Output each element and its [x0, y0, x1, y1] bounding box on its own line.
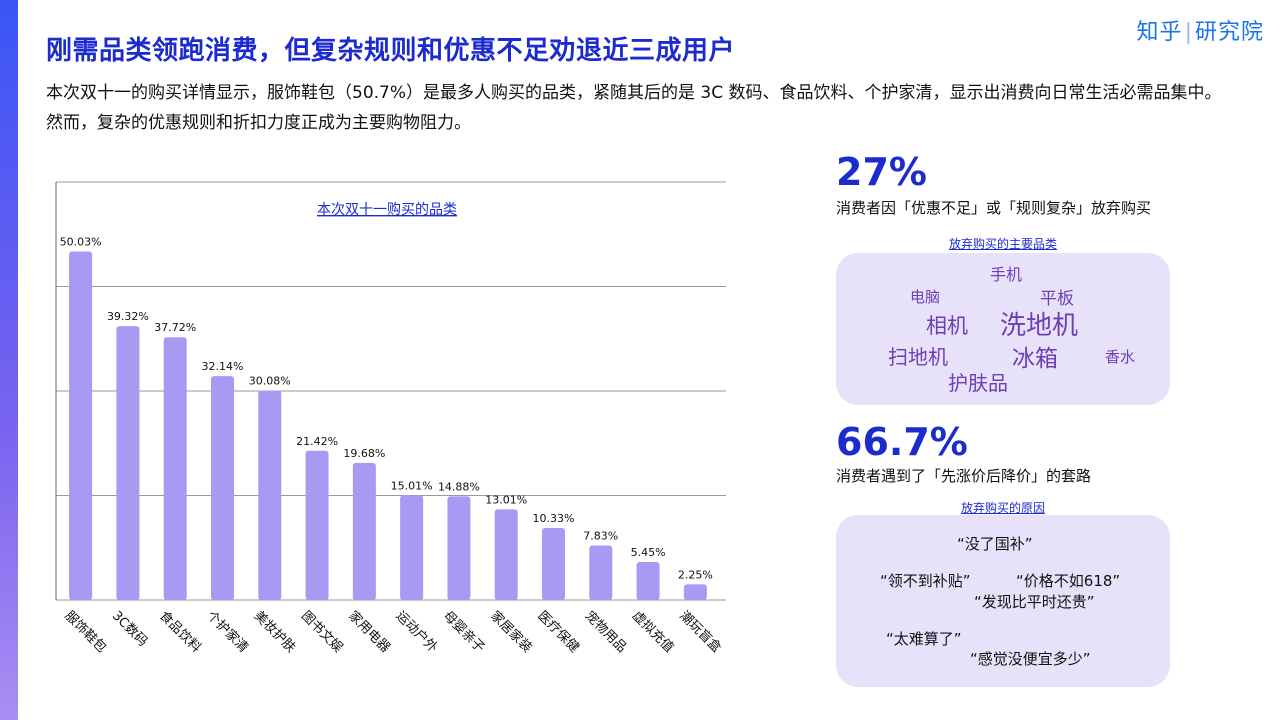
bar-value-label: 2.25% — [678, 568, 713, 581]
reason-quote: “价格不如618” — [1016, 572, 1121, 590]
bar — [542, 528, 565, 600]
bar-value-label: 32.14% — [202, 360, 244, 373]
x-tick-label: 母婴亲子 — [440, 608, 487, 655]
x-tick-label: 图书文娱 — [298, 608, 345, 655]
bar — [211, 376, 234, 600]
bar — [69, 251, 93, 600]
bar — [258, 390, 282, 600]
cloud-word: 平板 — [1040, 289, 1074, 309]
cloud-word: 扫地机 — [888, 345, 948, 369]
brand-logo: 知乎|研究院 — [1136, 20, 1264, 45]
x-tick-label: 个护家清 — [203, 608, 251, 656]
bar — [116, 326, 140, 600]
cloud-word: 电脑 — [910, 288, 941, 306]
page-title: 刚需品类领跑消费，但复杂规则和优惠不足劝退近三成用户 — [46, 36, 736, 66]
bar — [400, 495, 424, 600]
chart-title: 本次双十一购买的品类 — [317, 202, 457, 218]
bar-value-label: 30.08% — [249, 374, 291, 387]
x-tick-label: 运动户外 — [393, 608, 441, 656]
stat-66-text: 消费者遇到了「先涨价后降价」的套路 — [836, 467, 1092, 485]
x-tick-label: 服饰鞋包 — [62, 608, 110, 656]
x-tick-label: 食品饮料 — [156, 608, 204, 656]
reason-quote: “领不到补贴” — [880, 572, 971, 590]
x-tick-label: 家用电器 — [345, 608, 393, 656]
cloud-word: 香水 — [1105, 348, 1136, 366]
cloud1-title: 放弃购买的主要品类 — [948, 237, 1057, 251]
cloud-word: 手机 — [990, 265, 1023, 284]
bar — [683, 584, 707, 600]
bar-value-label: 10.33% — [533, 512, 575, 525]
category-bar-chart: 本次双十一购买的品类 50.03% 服饰鞋包 39.32% 3C数码 37.72% 食品饮料… — [40, 170, 740, 690]
brand-name-right: 研究院 — [1194, 20, 1264, 45]
bar-value-label: 14.88% — [438, 480, 480, 493]
reason-quotes-box: “没了国补” “领不到补贴” “价格不如618” “发现比平时还贵” “太难算了… — [836, 515, 1170, 687]
cloud-word: 护肤品 — [948, 371, 1008, 395]
bar — [305, 450, 329, 600]
cloud2-title: 放弃购买的原因 — [960, 501, 1045, 515]
bar — [636, 562, 660, 600]
stat-27-value: 27% — [836, 150, 927, 194]
cloud-word: 相机 — [926, 314, 968, 338]
bar-value-label: 50.03% — [60, 235, 102, 248]
bar — [589, 545, 613, 600]
cloud-word: 洗地机 — [1000, 311, 1079, 341]
bar — [163, 337, 187, 600]
category-word-cloud: 手机 电脑 平板 相机 洗地机 扫地机 冰箱 香水 护肤品 — [836, 253, 1170, 405]
bar-value-label: 5.45% — [631, 546, 666, 559]
left-accent-bar — [0, 0, 18, 720]
reason-quote: “感觉没便宜多少” — [970, 650, 1091, 668]
x-tick-label: 家居家装 — [487, 608, 535, 656]
bar — [494, 509, 518, 600]
bar-value-label: 21.42% — [296, 435, 338, 448]
x-tick-label: 潮玩盲盒 — [676, 608, 724, 656]
x-tick-label: 医疗保健 — [534, 608, 581, 655]
brand-name-left: 知乎 — [1136, 20, 1183, 45]
reason-quote: “太难算了” — [886, 630, 962, 648]
stat-66-value: 66.7% — [836, 420, 968, 464]
bar — [352, 462, 376, 600]
stat-27-text: 消费者因「优惠不足」或「规则复杂」放弃购买 — [836, 199, 1152, 217]
x-tick-label: 美妆护肤 — [251, 608, 298, 655]
reason-quote: “没了国补” — [957, 535, 1033, 553]
x-tick-label: 宠物用品 — [582, 608, 630, 656]
chart-svg: 本次双十一购买的品类 50.03% 服饰鞋包 39.32% 3C数码 37.72% 食品饮料… — [55, 181, 726, 656]
cloud-word: 冰箱 — [1012, 346, 1058, 372]
bar — [447, 496, 471, 600]
bar-value-label: 13.01% — [485, 493, 527, 506]
bar-value-label: 37.72% — [154, 321, 196, 334]
x-tick-label: 虚拟充值 — [629, 608, 677, 656]
bar-value-label: 7.83% — [583, 529, 618, 542]
bar-value-label: 19.68% — [343, 447, 385, 460]
page-description: 本次双十一的购买详情显示，服饰鞋包（50.7%）是最多人购买的品类，紧随其后的是… — [46, 83, 1222, 133]
bar-value-label: 39.32% — [107, 310, 149, 323]
reason-quote: “发现比平时还贵” — [974, 593, 1095, 611]
x-tick-label: 3C数码 — [109, 608, 150, 649]
bar-value-label: 15.01% — [391, 479, 433, 492]
